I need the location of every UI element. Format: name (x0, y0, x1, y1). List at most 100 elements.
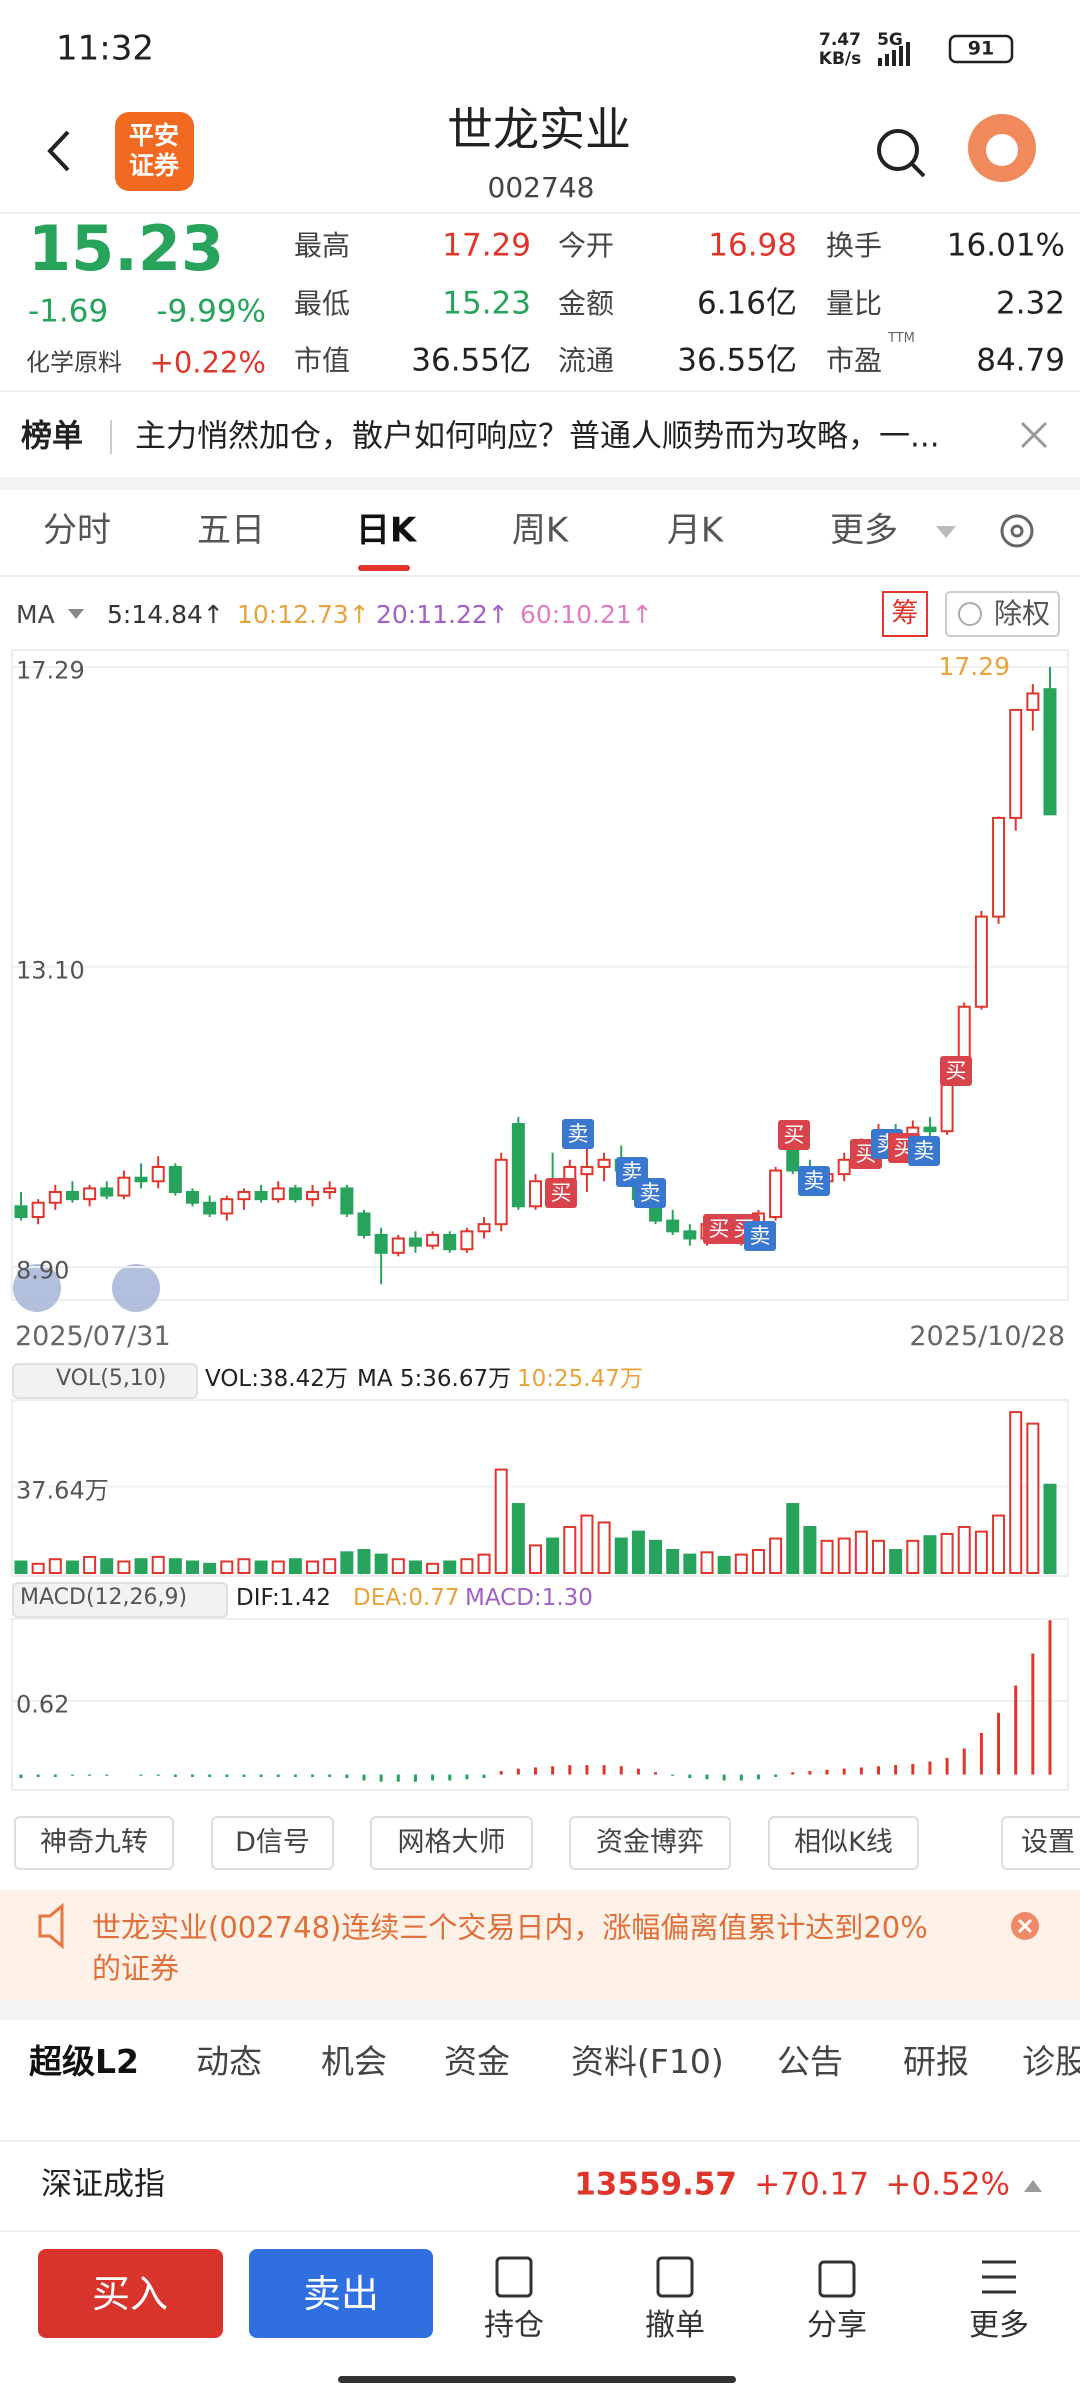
field-label: 量比 (826, 287, 883, 320)
chart-tab[interactable]: 分时 (43, 510, 111, 551)
vol-legend: VOL:38.42万 (205, 1366, 348, 1392)
candle-body (31, 1201, 45, 1219)
volume-bar (923, 1535, 937, 1574)
volume-bar (83, 1555, 97, 1574)
fullscreen-icon[interactable] (112, 1264, 160, 1312)
info-tab[interactable]: 研报 (903, 2042, 969, 2081)
volume-bar (992, 1514, 1006, 1575)
field-label: 换手 (826, 229, 883, 262)
price-change-pct: -9.99% (156, 293, 266, 330)
tool-button[interactable] (768, 1816, 919, 1870)
sell-label[interactable]: 卖出 (302, 2272, 380, 2316)
position-icon[interactable] (495, 2256, 533, 2298)
tool-label[interactable]: 神奇九转 (40, 1827, 148, 1858)
info-tab[interactable]: 资金 (444, 2042, 510, 2081)
index-arrow[interactable] (1024, 2180, 1042, 2192)
action-label[interactable]: 分享 (807, 2308, 867, 2343)
volume-bar (666, 1549, 680, 1575)
search-icon[interactable] (877, 129, 919, 171)
rights-badge-text[interactable]: 除权 (993, 597, 1051, 630)
volume-bar (717, 1555, 731, 1574)
info-tab[interactable]: 动态 (196, 2042, 262, 2081)
signal-badge (562, 1119, 594, 1149)
share-icon[interactable] (818, 2260, 856, 2298)
vol-selector[interactable] (12, 1363, 198, 1399)
signal-badge (778, 1120, 810, 1150)
action-label[interactable]: 撤单 (645, 2308, 705, 2343)
vol-legend: MA 5:36.67万 (357, 1366, 512, 1392)
ma-value: 5:14.84↑ (107, 600, 224, 629)
candle-body (134, 1176, 148, 1183)
more-icon[interactable] (982, 2260, 1016, 2294)
network: 5G (877, 30, 903, 50)
sell-button[interactable] (249, 2249, 433, 2338)
macd-title[interactable]: MACD(12,26,9) (20, 1585, 188, 1610)
field-value: 36.55亿 (411, 342, 531, 379)
tool-label[interactable]: 相似K线 (794, 1827, 893, 1858)
signal-badge (940, 1056, 972, 1086)
volume-bar (14, 1560, 28, 1574)
tool-label[interactable]: 设置 (1021, 1827, 1075, 1858)
vol-legend: 10:25.47万 (517, 1366, 643, 1392)
back-icon[interactable] (47, 130, 70, 172)
info-tab[interactable]: 资料(F10) (571, 2042, 724, 2081)
candle-body (683, 1230, 697, 1240)
field-value: 36.55亿 (677, 342, 797, 379)
tool-label[interactable]: D信号 (235, 1827, 310, 1858)
tool-button[interactable] (14, 1816, 174, 1870)
status-time: 11:32 (56, 28, 154, 69)
chart-tab[interactable]: 周K (511, 510, 569, 551)
y-tick-label: 37.64万 (16, 1476, 109, 1504)
settings-icon[interactable] (1000, 514, 1034, 548)
close-icon[interactable] (1020, 421, 1048, 449)
alert-text[interactable]: 的证券 (92, 1951, 180, 1986)
volume-bar (443, 1560, 457, 1574)
tool-button[interactable] (211, 1816, 334, 1870)
chart-tab[interactable]: 更多 (830, 510, 898, 551)
gap (0, 477, 1080, 490)
alert-bg (0, 1890, 1080, 2001)
tool-button[interactable] (569, 1816, 731, 1870)
chip-badge-text[interactable]: 筹 (891, 598, 919, 629)
candle-body (597, 1158, 611, 1168)
volume-bar (134, 1558, 148, 1574)
volume-bar (494, 1468, 508, 1574)
chart-tab[interactable]: 日K (355, 510, 417, 551)
candle-body (529, 1180, 542, 1208)
candle-body (769, 1169, 783, 1219)
stock-name: 世龙实业 (447, 102, 631, 157)
tool-label[interactable]: 资金博弈 (596, 1827, 704, 1858)
macd-frame (11, 1618, 1069, 1791)
tool-button[interactable] (1001, 1816, 1080, 1870)
signal-badge (545, 1178, 577, 1208)
action-label[interactable]: 更多 (969, 2308, 1029, 2343)
alert-close-x (1017, 1918, 1033, 1934)
info-tab[interactable]: 超级L2 (29, 2042, 139, 2081)
action-label[interactable]: 持仓 (484, 2308, 544, 2343)
net-speed-unit: KB/s (818, 49, 862, 69)
signal-label: 买 (551, 1181, 572, 1205)
alert-text[interactable]: 世龙实业(002748)连续三个交易日内，涨幅偏离值累计达到20% (92, 1910, 928, 1945)
field-value: 6.16亿 (696, 285, 797, 322)
vol-title[interactable]: VOL(5,10) (56, 1366, 167, 1391)
candle-body (271, 1187, 285, 1201)
battery-level: 91 (967, 37, 995, 60)
expand-icon[interactable] (13, 1264, 61, 1312)
buy-button[interactable] (38, 2249, 223, 2338)
chart-tab[interactable]: 五日 (197, 510, 265, 551)
news-text[interactable]: 主力悄然加仓，散户如何响应？普通人顺势而为攻略，一... (135, 418, 940, 455)
buy-label[interactable]: 买入 (91, 2272, 169, 2316)
rights-badge[interactable] (945, 591, 1060, 637)
info-tab[interactable]: 诊股 (1022, 2042, 1080, 2081)
cancel-icon[interactable] (656, 2256, 694, 2298)
chip-badge[interactable] (882, 591, 928, 637)
x-label: 2025/10/28 (909, 1321, 1065, 1352)
tool-label[interactable]: 网格大师 (397, 1827, 506, 1858)
info-tab[interactable]: 公告 (777, 2042, 843, 2081)
chart-tab[interactable]: 月K (666, 510, 724, 551)
macd-selector[interactable] (12, 1582, 228, 1618)
signal-label: 卖 (750, 1224, 771, 1248)
tool-button[interactable] (370, 1816, 533, 1870)
info-tab[interactable]: 机会 (321, 2042, 387, 2081)
